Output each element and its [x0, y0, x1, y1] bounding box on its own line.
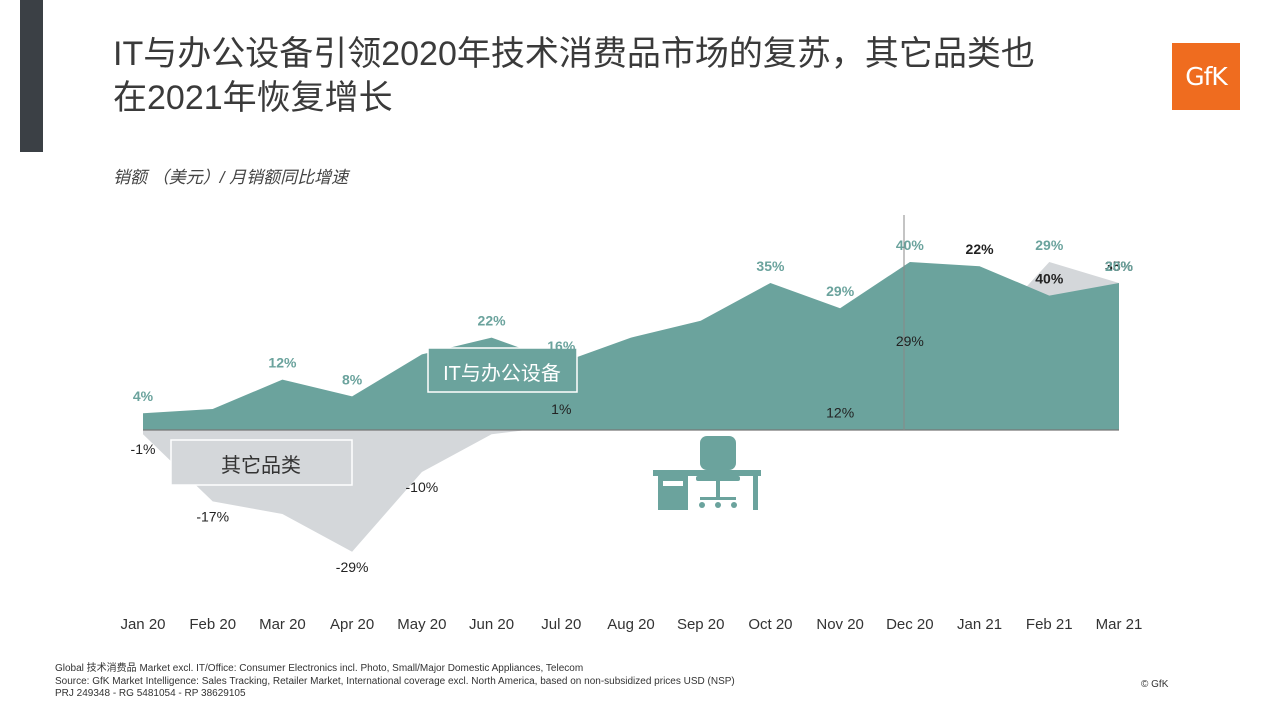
chart-subtitle: 销额 （美元）/ 月销额同比增速	[113, 168, 349, 187]
x-tick-label: Nov 20	[816, 616, 864, 633]
footnote-line: PRJ 249348 - RG 5481054 - RP 38629105	[55, 688, 246, 699]
x-tick-label: Feb 20	[189, 616, 236, 633]
x-tick-label: Jun 20	[469, 616, 514, 633]
desk-icon	[653, 436, 761, 510]
x-tick-label: Jan 21	[957, 616, 1002, 633]
it-series-label-box	[427, 347, 578, 393]
gfk-logo: GfK	[1172, 43, 1240, 110]
data-label: 12%	[268, 355, 297, 371]
x-tick-label: Mar 20	[259, 616, 306, 633]
title-line-2: 在2021年恢复增长	[113, 79, 393, 117]
data-label: 35%	[1105, 258, 1134, 274]
data-label: 40%	[896, 237, 925, 253]
x-tick-label: Sep 20	[677, 616, 725, 633]
footnote-line: Global 技术消费品 Market excl. IT/Office: Con…	[55, 663, 584, 674]
copyright: © GfK	[1141, 679, 1169, 690]
side-accent-bar	[20, 0, 43, 152]
data-label: 20%	[1105, 258, 1134, 274]
other-series-label-box	[170, 439, 353, 486]
data-label: -10%	[406, 479, 439, 495]
data-label: -29%	[336, 559, 369, 575]
it-series-name: IT与办公设备	[443, 362, 561, 385]
data-label: 1%	[551, 401, 571, 417]
data-label: 35%	[756, 258, 785, 274]
logo-text: GfK	[1185, 62, 1228, 91]
other-series-name: 其它品类	[221, 454, 301, 477]
chart-areas	[143, 262, 1119, 552]
data-label: 12%	[826, 405, 854, 421]
x-tick-label: Oct 20	[748, 616, 792, 633]
area-series	[143, 262, 1119, 430]
x-tick-label: Jan 20	[120, 616, 165, 633]
x-axis-tick-labels: Jan 20 Feb 20 Mar 20 Apr 20 May 20 Jun 20 Jul …	[120, 616, 1142, 633]
data-label: 8%	[342, 371, 363, 387]
title-line-1: IT与办公设备引领2020年技术消费品市场的复苏，其它品类也	[113, 35, 1035, 73]
data-label: 4%	[133, 388, 154, 404]
data-labels: 4% 12% 8% 22% 16% 35% 29% 40% 22% 40% 35% -1% -17% -2…	[131, 237, 1134, 575]
x-tick-label: Feb 21	[1026, 616, 1073, 633]
footnote-line: Source: GfK Market Intelligence: Sales T…	[55, 675, 735, 687]
data-label: 40%	[1035, 271, 1064, 287]
series-legend-labels: IT与办公设备 其它品类	[170, 347, 578, 486]
data-label: 22%	[966, 241, 995, 257]
footnotes: Global 技术消费品 Market excl. IT/Office: Con…	[55, 663, 735, 701]
page-title: IT与办公设备引领2020年技术消费品市场的复苏，其它品类也 在2021年恢复增…	[113, 32, 1153, 120]
x-tick-label: May 20	[397, 616, 446, 633]
x-tick-label: Mar 21	[1096, 616, 1143, 633]
x-tick-label: Apr 20	[330, 616, 374, 633]
x-tick-label: Jul 20	[541, 616, 581, 633]
data-label: 22%	[478, 313, 507, 329]
data-label: -1%	[131, 441, 156, 457]
x-tick-label: Aug 20	[607, 616, 655, 633]
data-label: 29%	[896, 333, 924, 349]
x-tick-label: Dec 20	[886, 616, 934, 633]
data-label: 29%	[1035, 237, 1064, 253]
data-label: 29%	[826, 283, 855, 299]
data-label: -17%	[196, 508, 229, 524]
data-label: 16%	[547, 338, 576, 354]
